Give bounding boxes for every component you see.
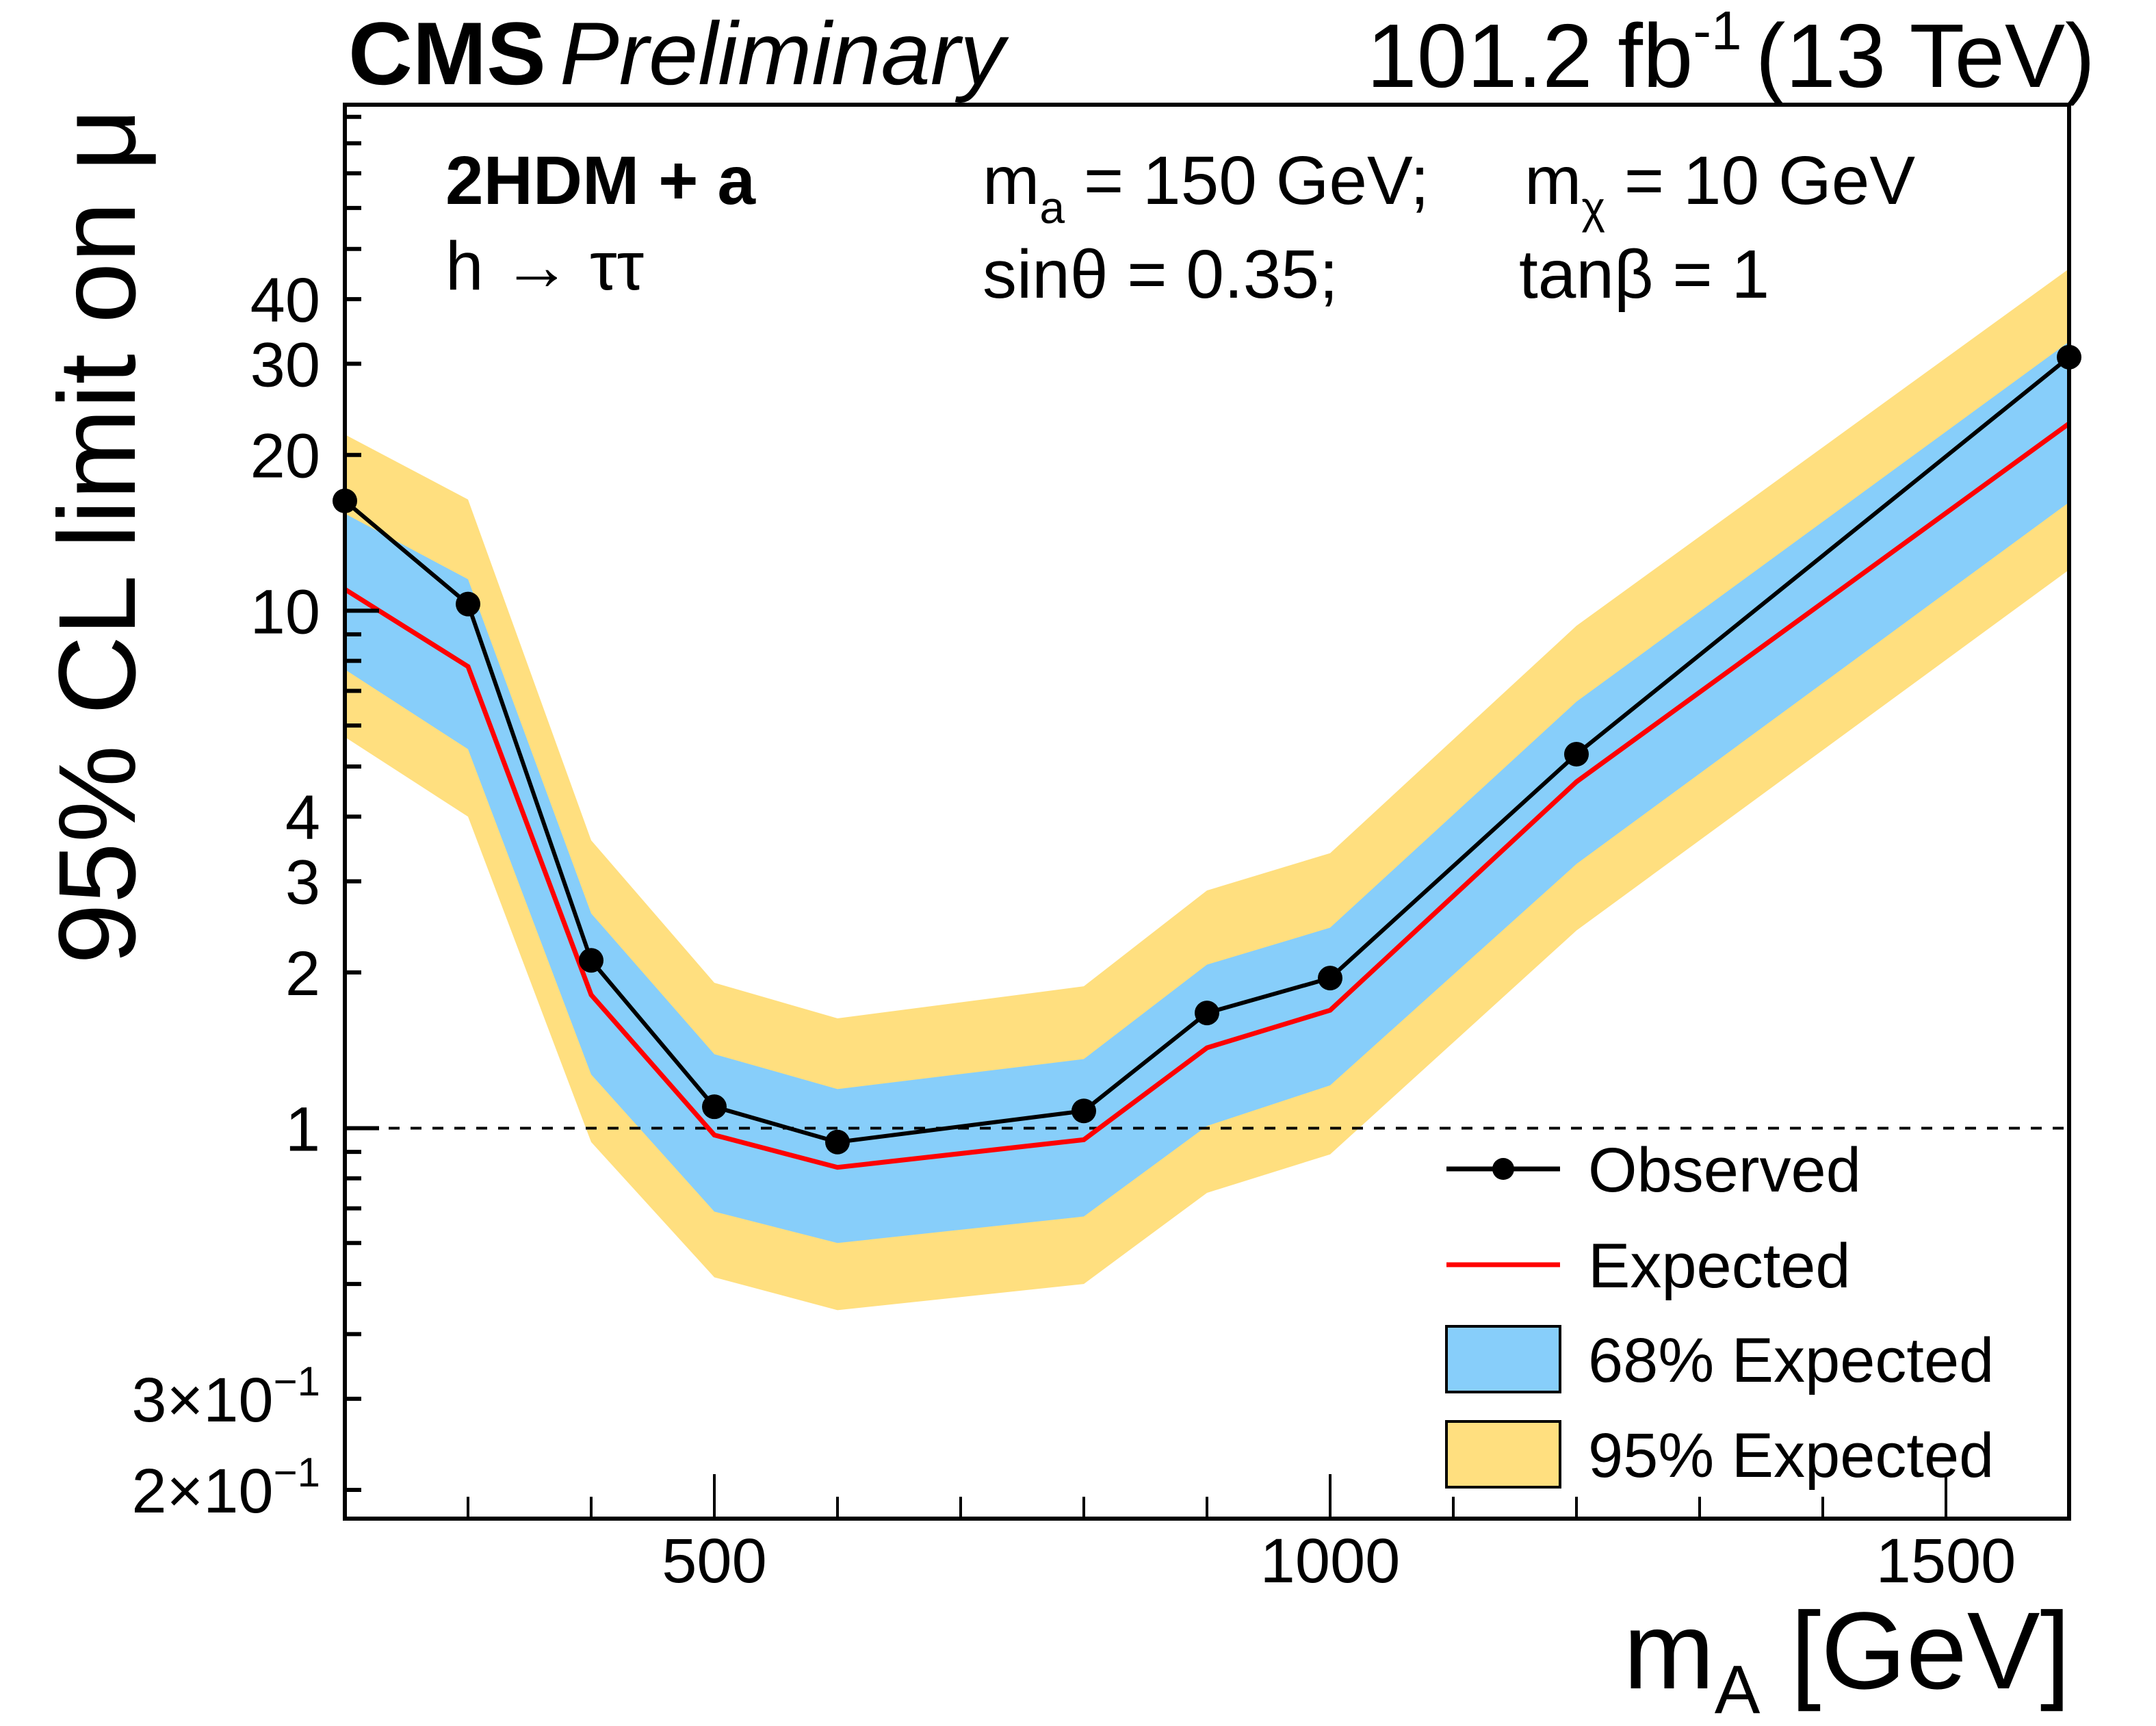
model-label: 2HDM + a — [445, 142, 756, 219]
series-line-observed — [343, 355, 2070, 1144]
sintheta-label: sinθ = 0.35; — [983, 236, 1338, 313]
y-axis-title: 95% CL limit on μ — [36, 108, 158, 964]
legend-label: Observed — [1588, 1135, 1861, 1205]
legend-label: 95% Expected — [1588, 1421, 1994, 1491]
legend-entry-observed: Observed — [1446, 1135, 1861, 1205]
y-tick-label: 10 — [250, 577, 320, 647]
legend-68-expected-swatch-icon — [1445, 1325, 1561, 1393]
observed-point — [702, 1094, 727, 1120]
decay-label: h → ττ — [445, 228, 644, 305]
observed-point — [1195, 1001, 1219, 1026]
plot-frame — [343, 103, 2071, 1521]
legend-label: 68% Expected — [1588, 1326, 1994, 1395]
legend: Observed Expected 68% Expected 95% Expected — [1445, 1135, 1994, 1491]
x-axis-title-unit: [GeV] — [1760, 1589, 2070, 1712]
band-layer — [345, 268, 2069, 1311]
y-tick-label: 3×10−1 — [131, 1358, 320, 1435]
legend-entry-expected: Expected — [1446, 1231, 1851, 1301]
x-axis-title-symbol: m — [1624, 1589, 1715, 1712]
y-tick-label: 1 — [285, 1094, 320, 1164]
y-tick-label-exponent: −1 — [274, 1450, 320, 1495]
observed-points-layer — [333, 344, 2081, 1155]
y-tick-label: 40 — [250, 266, 320, 335]
band-95-expected — [345, 268, 2069, 1311]
y-tick-label: 2 — [285, 939, 320, 1009]
x-axis-title-subscript: A — [1715, 1651, 1761, 1726]
observed-point — [579, 948, 603, 973]
y-tick-label: 4 — [285, 783, 320, 853]
y-tick-label: 20 — [250, 422, 320, 491]
luminosity-exponent: -1 — [1693, 0, 1741, 61]
mchi-label: mχ = 10 GeV — [1524, 142, 1915, 233]
y-tick-label: 30 — [250, 331, 320, 400]
x-tick-label: 1000 — [1260, 1526, 1401, 1596]
axis-ticks — [345, 114, 1947, 1519]
legend-entry-95-expected: 95% Expected — [1445, 1420, 1994, 1491]
legend-entry-68-expected: 68% Expected — [1445, 1325, 1994, 1395]
series-line-expected — [343, 421, 2071, 1170]
luminosity-label: 101.2 fb-1 (13 TeV) — [1366, 0, 2095, 106]
ma-label: ma = 150 GeV; — [983, 142, 1429, 233]
y-tick-label-exponent: −1 — [274, 1358, 320, 1404]
y-tick-label-mantissa: 3×10 — [131, 1365, 273, 1435]
ma-symbol: m — [983, 142, 1039, 219]
experiment-label: CMS — [348, 3, 546, 103]
observed-point — [456, 591, 480, 617]
legend-95-expected-swatch-icon — [1445, 1420, 1561, 1489]
status-label: Preliminary — [560, 3, 1009, 103]
x-axis-title: mA [GeV] — [1624, 1589, 2071, 1726]
mchi-symbol: m — [1524, 142, 1581, 219]
legend-label: Expected — [1588, 1231, 1851, 1301]
ma-value: = 150 GeV; — [1065, 142, 1429, 219]
observed-point — [1318, 966, 1342, 991]
luminosity-value: 101.2 fb — [1366, 5, 1693, 106]
band-68-expected — [345, 342, 2069, 1244]
series-line-layer — [343, 355, 2071, 1170]
mchi-subscript: χ — [1581, 182, 1605, 233]
y-tick-label-mantissa: 2×10 — [131, 1456, 273, 1526]
observed-point — [1564, 742, 1589, 767]
y-tick-label: 3 — [285, 848, 320, 918]
ma-subscript: a — [1039, 182, 1065, 233]
legend-observed-marker-icon — [1492, 1158, 1514, 1180]
mchi-value: = 10 GeV — [1605, 142, 1915, 219]
tanbeta-label: tanβ = 1 — [1519, 236, 1769, 313]
observed-point — [1071, 1098, 1096, 1124]
x-tick-label: 1500 — [1876, 1526, 2016, 1596]
energy-value: (13 TeV) — [1756, 5, 2095, 106]
y-tick-label: 2×10−1 — [131, 1450, 320, 1526]
x-tick-label: 500 — [662, 1526, 767, 1596]
observed-point — [825, 1129, 850, 1155]
